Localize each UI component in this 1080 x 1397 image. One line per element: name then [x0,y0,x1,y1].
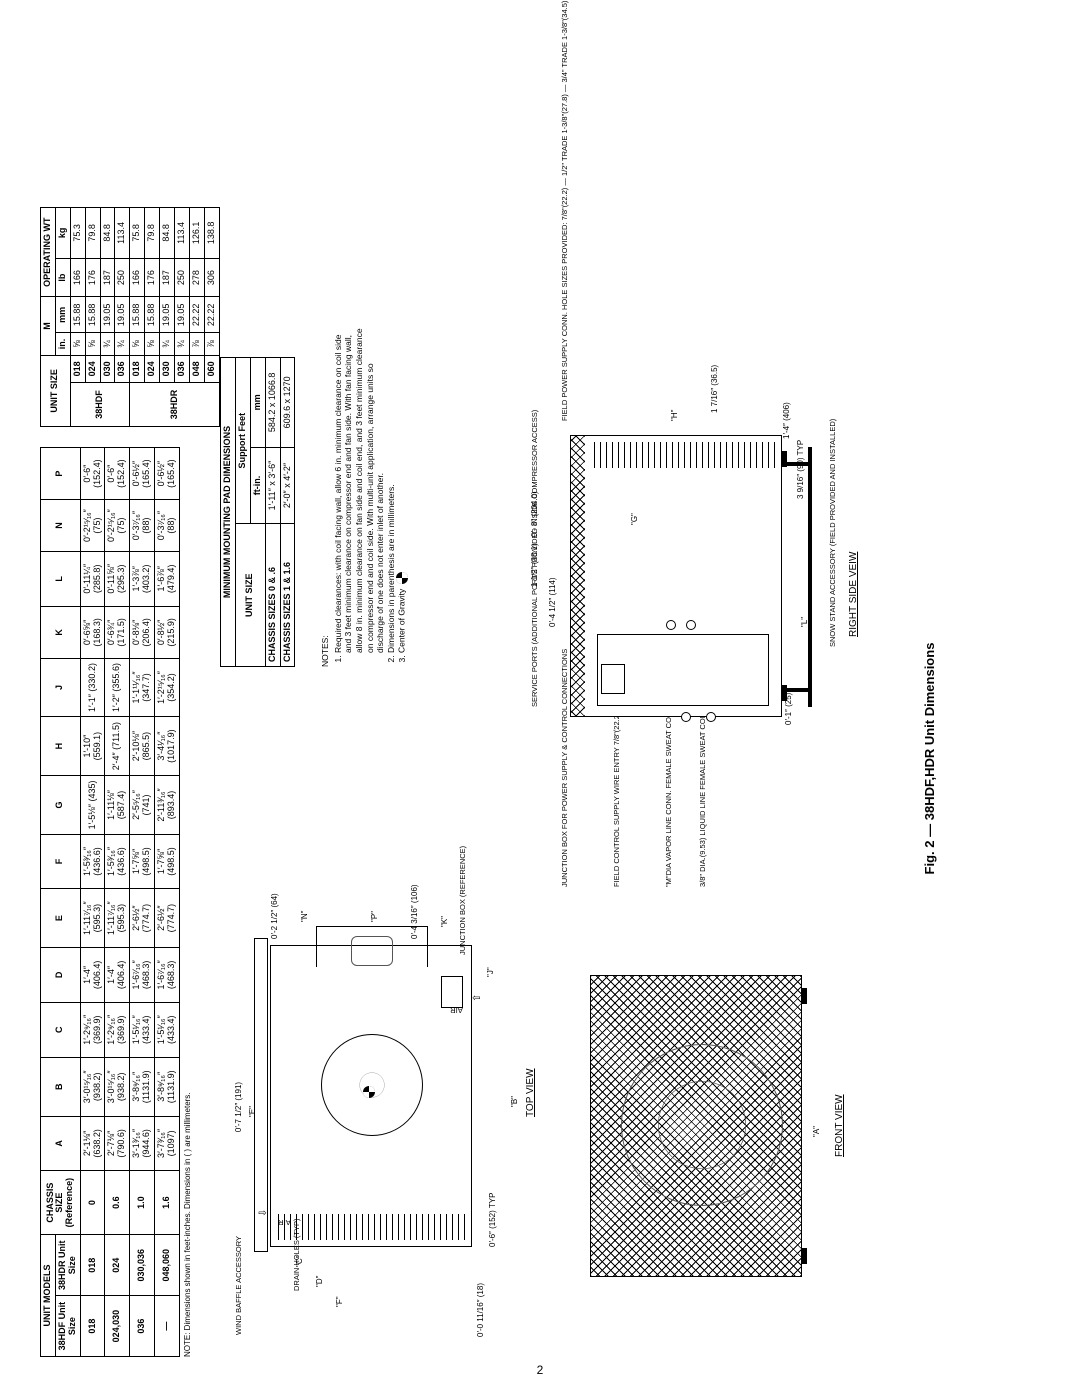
d-14: 1′-4″ (406) [782,402,791,439]
air-label-1: AIR [278,1218,291,1227]
hdr-mm: mm [55,297,70,333]
cg-icon [396,572,408,584]
col-L: L [41,551,81,606]
hdr-lb: lb [55,258,70,297]
table1-footnote: NOTE: Dimensions shown in feet-inches. D… [183,447,192,1357]
figure-caption: Fig. 2 — 38HDF,HDR Unit Dimensions [922,160,937,1357]
top-view-label: TOP VIEW [525,1068,536,1117]
d-0436: 0′-4 3/16″ (106) [410,869,419,939]
d-0412: 0′-4 1/2″ (114) [548,567,557,627]
table-row: 38HDR018⅝15.8816675.8 [130,208,145,427]
cg-top-icon [363,1086,375,1098]
dim-E: "E" [248,1106,257,1117]
hdr-feet: Support Feet [235,358,250,524]
table-row: 38HDF018⅝15.8816675.3 [70,208,85,427]
snow-callout: SNOW STAND ACCESSORY (FIELD PROVIDED AND… [828,447,837,647]
table-row: 024,0300240.62′-7⅛″ (790.6)3′-0¹⁵⁄₁₆″ (9… [105,448,130,1357]
dim-N: "N" [300,911,309,922]
dim-B: "B" [510,1096,519,1107]
drain-holes: DRAIN HOLES (TYP) [292,1218,301,1291]
col-P: P [41,448,81,500]
jbox-ref: JUNCTION BOX (REFERENCE) [458,885,467,955]
dim-J: "J" [486,967,495,977]
d-018: 0′-0 11/16″ (18) [476,1283,485,1337]
mounting-pad-table: MINIMUM MOUNTING PAD DIMENSIONS UNIT SIZ… [220,357,295,667]
notes-title: NOTES: [320,327,331,667]
front-view-label: FRONT VIEW [834,1094,845,1157]
svc-stub-2 [686,620,696,630]
hdr-38hdr: 38HDR Unit Size [55,1235,80,1296]
col-A: A [41,1116,81,1170]
notes-block: NOTES: Required clearances: with coil fa… [320,327,410,667]
svc-callout: SERVICE PORTS (ADDITIONAL PORTS PROVIDED… [530,567,539,707]
vapor-stub [681,712,691,722]
table-row: 036030,0361.03′-1³⁄₁₆″ (944.6)3′-8⁹⁄₁₆″ … [130,448,155,1357]
page-number: 2 [537,1363,544,1377]
table-row: 01801802′-1⅛″ (638.2)3′-0¹⁵⁄₁₆″ (938.2)1… [80,448,105,1357]
wind-baffle-label: WIND BAFFLE ACCESSORY [234,1236,243,1335]
air-arrow-bot: ⇧ [472,994,483,1002]
weight-table: UNIT SIZE M OPERATING WT in. mm lb kg 38… [40,207,220,427]
fps-callout: FIELD POWER SUPPLY CONN. HOLE SIZES PROV… [560,241,569,421]
d-1716: 1 7/16″ (36.5) [710,365,719,413]
jbox-callout: JUNCTION BOX FOR POWER SUPPLY & CONTROL … [560,737,569,887]
fcs-callout: FIELD CONTROL SUPPLY WIRE ENTRY 7/8"(22.… [612,737,621,887]
d-08: 0′- 8″ (204.0) [530,477,539,537]
col-D: D [41,948,81,1003]
col-E: E [41,889,81,948]
d-06: 0′-6″ (152) TYP [488,1193,497,1247]
col-F: F [41,834,81,888]
note-2: Dimensions in parenthesis are in millime… [386,327,397,653]
dim-K: "K" [440,916,449,927]
col-C: C [41,1002,81,1057]
hdr-mount-title: MINIMUM MOUNTING PAD DIMENSIONS [221,358,236,667]
hdr-38hdf: 38HDF Unit Size [55,1296,80,1357]
table-row: CHASSIS SIZES 0 & .61′-11″ x 3′-6″584.2 … [265,358,280,667]
right-view-label: RIGHT SIDE VEIW [848,552,859,637]
hdr-mm2: mm [250,358,265,448]
hdr-opwt: OPERATING WT [41,208,56,297]
note-3: Center of Gravity [396,327,408,653]
liq-callout: 3/8" DIA.(9.53) LIQUID LINE FEMALE SWEAT… [698,737,707,887]
liquid-stub [706,712,716,722]
dim-A-front: "A" [812,1126,821,1137]
col-H: H [41,717,81,776]
hdr-in: in. [55,333,70,355]
svc-stub-1 [666,620,676,630]
col-G: G [41,776,81,835]
air-label-2: AIR [450,1006,463,1015]
col-B: B [41,1057,81,1116]
hdr-kg: kg [55,208,70,259]
dim-G: "G" [630,513,639,525]
hdr-ftin: ft-in. [250,447,265,524]
hdr-M: M [41,297,56,355]
dim-F: "F" [335,1296,344,1307]
hdr-chassis: CHASSIS SIZE (Reference) [41,1171,81,1235]
hdr-unitsize: UNIT SIZE [41,355,71,426]
air-arrow-top: ⇩ [258,1209,269,1217]
hdr-unit-models: UNIT MODELS [41,1235,56,1357]
dimensions-table: UNIT MODELS CHASSIS SIZE (Reference) A B… [40,447,180,1357]
table-row: —048,0601.63′-7³⁄₁₆″ (1097)3′-8⁹⁄₁₆″ (11… [155,448,180,1357]
dim-D: "D" [315,1276,324,1287]
d-0712: 0′-7 1/2″ (191) [234,1067,243,1147]
hdr-unit2: UNIT SIZE [235,524,265,667]
col-N: N [41,500,81,552]
dim-H: "H" [670,410,679,421]
table-row: CHASSIS SIZES 1 & 1.62′-0″ x 4′-2″609.6 … [280,358,295,667]
dim-P: "P" [370,911,379,922]
col-K: K [41,606,81,658]
vap-callout: "M"DIA VAPOR LINE CONN. FEMALE SWEAT CON… [664,737,673,887]
d-0212: 0′-2 1/2″ (64) [270,869,279,939]
note-1: Required clearances: with coil facing wa… [333,327,386,653]
col-J: J [41,658,81,716]
d-112: 1 1/2″ (38.1) [530,543,539,587]
